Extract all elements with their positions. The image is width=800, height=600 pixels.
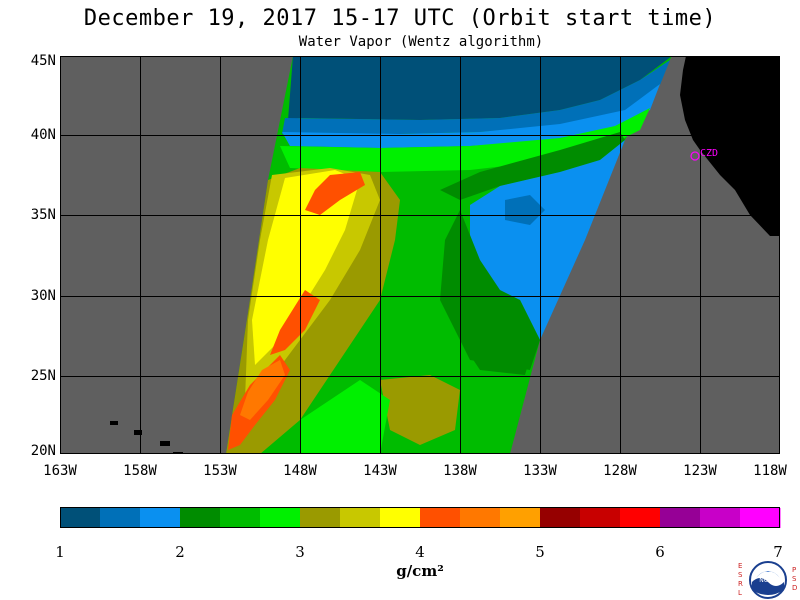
lon-label-143w: 143W [363, 463, 397, 479]
logo-left-letters: ESRL [738, 562, 743, 597]
colorbar-cell [580, 508, 621, 528]
colorbar-label-4: 4 [415, 543, 425, 561]
page-subtitle: Water Vapor (Wentz algorithm) [298, 34, 544, 50]
colorbar-cell [300, 508, 341, 528]
colorbar-label-2: 2 [175, 543, 185, 561]
colorbar-cell [380, 508, 421, 528]
logo-right-letters: PSD [792, 566, 798, 592]
lon-label-153w: 153W [203, 463, 237, 479]
lat-label-45n: 45N [30, 53, 56, 69]
colorbar-cell [60, 508, 101, 528]
colorbar-label-5: 5 [535, 543, 545, 561]
colorbar-cell [180, 508, 221, 528]
colorbar-units: g/cm² [396, 562, 444, 580]
station-marker-icon [690, 151, 700, 161]
lon-label-148w: 148W [283, 463, 317, 479]
station-label: CZD [700, 148, 718, 159]
colorbar-cell [660, 508, 701, 528]
swath-blue-band [282, 60, 670, 134]
colorbar-label-3: 3 [295, 543, 305, 561]
lat-label-25n: 25N [30, 368, 56, 384]
map-frame [60, 56, 780, 454]
colorbar-label-6: 6 [655, 543, 665, 561]
page-title: December 19, 2017 15-17 UTC (Orbit start… [83, 6, 717, 31]
colorbar-cell [500, 508, 541, 528]
swath-east-darkblue [505, 195, 545, 225]
swath-dry-north [288, 56, 672, 120]
lat-label-35n: 35N [30, 207, 56, 223]
lon-label-123w: 123W [683, 463, 717, 479]
land-mass [680, 56, 780, 236]
swath-south-darkgreen [455, 300, 535, 375]
lat-label-40n: 40N [30, 127, 56, 143]
swath-orange-plume-north [305, 172, 365, 215]
colorbar-cell [260, 508, 301, 528]
colorbar-cell [340, 508, 381, 528]
swath-lightorange-south [240, 360, 285, 420]
swath-south-olive [380, 375, 460, 445]
lon-label-163w: 163W [43, 463, 77, 479]
swath-east-blue [470, 140, 625, 340]
lon-label-118w: 118W [753, 463, 787, 479]
lat-label-30n: 30N [30, 288, 56, 304]
colorbar-cell [220, 508, 261, 528]
swath-orange-plume-mid [270, 290, 320, 355]
swath-south-green [300, 380, 390, 454]
colorbar-cell [100, 508, 141, 528]
lon-label-128w: 128W [603, 463, 637, 479]
swath-dark-green-band [440, 132, 625, 200]
colorbar-cell [740, 508, 781, 528]
swath-light-blue-band [282, 84, 660, 148]
lon-label-138w: 138W [443, 463, 477, 479]
lon-label-158w: 158W [123, 463, 157, 479]
graticule [60, 56, 780, 454]
colorbar-frame [60, 507, 780, 528]
colorbar [60, 507, 781, 528]
swath-yellow-region [252, 170, 360, 365]
colorbar-cell [420, 508, 461, 528]
noaa-emblem-text: NOAA [759, 577, 777, 584]
lon-label-133w: 133W [523, 463, 557, 479]
colorbar-label-7: 7 [773, 543, 783, 561]
colorbar-cell [140, 508, 181, 528]
noaa-logo: ESRL NOAA PSD [736, 560, 800, 600]
colorbar-cell [540, 508, 581, 528]
colorbar-cell [460, 508, 501, 528]
colorbar-label-1: 1 [55, 543, 65, 561]
lat-label-20n: 20N [30, 443, 56, 459]
noaa-emblem-icon: NOAA [749, 561, 787, 599]
colorbar-cell [620, 508, 661, 528]
colorbar-cell [700, 508, 741, 528]
